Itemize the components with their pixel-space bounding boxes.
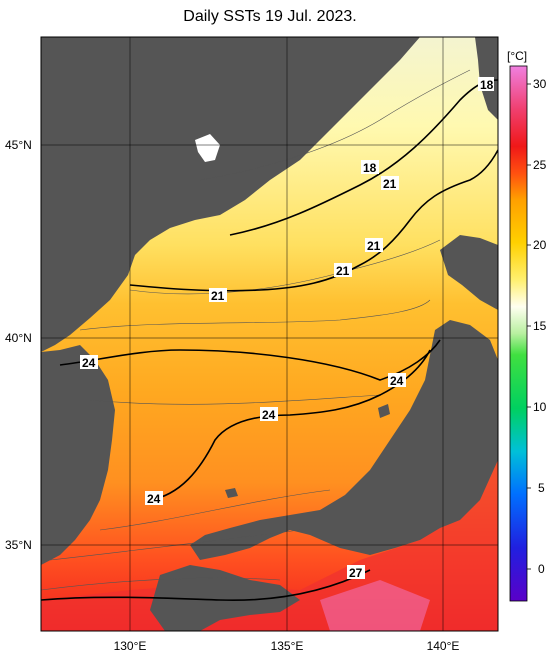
graticule: [41, 37, 498, 631]
colorbar-ticks: [527, 83, 531, 570]
chart-title: Daily SSTs 19 Jul. 2023.: [183, 8, 357, 25]
colorbar-tick-label: 20: [533, 238, 547, 252]
isotherm-label: 24: [147, 492, 161, 506]
isotherm-label: 21: [336, 264, 350, 278]
isotherm-label: 24: [82, 356, 96, 370]
lat-label: 45°N: [5, 138, 32, 152]
lon-label: 135°E: [271, 639, 304, 653]
colorbar-tick-label: 15: [533, 319, 547, 333]
land-kyushu-shikoku: [150, 565, 300, 631]
isotherm-label: 24: [262, 408, 276, 422]
colorbar-tick-label: 0: [538, 562, 545, 576]
land-sado: [378, 404, 390, 418]
colorbar: [509, 65, 528, 602]
map-frame: [40, 36, 499, 632]
colorbar-tick-label: 10: [533, 400, 547, 414]
land-asia: [41, 37, 420, 352]
colorbar-unit: [°C]: [507, 49, 527, 63]
thin-contours: [41, 69, 471, 591]
isotherm-label: 24: [390, 374, 404, 388]
isotherm-label: 18: [480, 78, 494, 92]
lat-label: 35°N: [5, 538, 32, 552]
isotherm-label: 21: [383, 177, 397, 191]
isotherm-label: 27: [349, 566, 363, 580]
isotherm-label: 21: [211, 289, 225, 303]
lon-label: 140°E: [427, 639, 460, 653]
land-korea: [41, 345, 115, 565]
land-hokkaido: [440, 235, 498, 310]
isotherm-label-group: 18 18 21 21 21 21 24 24 24 24 27: [80, 77, 494, 580]
map-area: [41, 37, 498, 631]
colorbar-tick-label: 25: [533, 158, 547, 172]
lake-khanka: [195, 134, 220, 162]
isotherm-label: 21: [367, 239, 381, 253]
very-warm-patch: [320, 580, 430, 631]
lat-label: 40°N: [5, 331, 32, 345]
land-honshu: [190, 320, 498, 560]
land-island: [225, 488, 238, 498]
colorbar-tick-label: 30: [533, 77, 547, 91]
colorbar-tick-label: 5: [538, 481, 545, 495]
isotherm-label: 18: [363, 161, 377, 175]
lon-label: 130°E: [114, 639, 147, 653]
